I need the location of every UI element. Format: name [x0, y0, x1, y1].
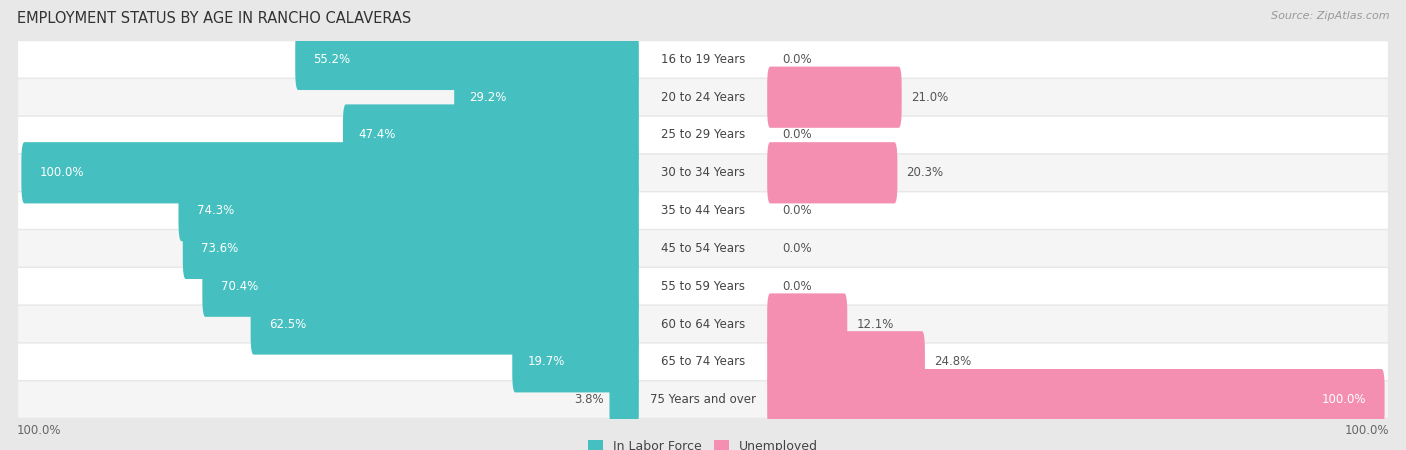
- FancyBboxPatch shape: [512, 331, 638, 392]
- Text: 25 to 29 Years: 25 to 29 Years: [661, 129, 745, 141]
- Text: 3.8%: 3.8%: [574, 393, 603, 406]
- Text: 100.0%: 100.0%: [1322, 393, 1367, 406]
- Text: 20.3%: 20.3%: [907, 166, 943, 179]
- Text: 62.5%: 62.5%: [269, 318, 307, 330]
- FancyBboxPatch shape: [18, 382, 1388, 418]
- Text: 29.2%: 29.2%: [470, 91, 506, 104]
- FancyBboxPatch shape: [183, 218, 638, 279]
- FancyBboxPatch shape: [250, 293, 638, 355]
- Text: EMPLOYMENT STATUS BY AGE IN RANCHO CALAVERAS: EMPLOYMENT STATUS BY AGE IN RANCHO CALAV…: [17, 11, 411, 26]
- Text: 47.4%: 47.4%: [359, 129, 395, 141]
- Text: 16 to 19 Years: 16 to 19 Years: [661, 53, 745, 66]
- Text: 70.4%: 70.4%: [221, 280, 257, 292]
- FancyBboxPatch shape: [295, 29, 638, 90]
- FancyBboxPatch shape: [343, 104, 638, 166]
- Text: 30 to 34 Years: 30 to 34 Years: [661, 166, 745, 179]
- FancyBboxPatch shape: [454, 67, 638, 128]
- Text: 12.1%: 12.1%: [856, 318, 894, 330]
- FancyBboxPatch shape: [768, 331, 925, 392]
- Text: 0.0%: 0.0%: [783, 280, 813, 292]
- FancyBboxPatch shape: [18, 79, 1388, 115]
- FancyBboxPatch shape: [18, 268, 1388, 304]
- Text: 0.0%: 0.0%: [783, 204, 813, 217]
- FancyBboxPatch shape: [768, 67, 901, 128]
- Text: 75 Years and over: 75 Years and over: [650, 393, 756, 406]
- FancyBboxPatch shape: [18, 344, 1388, 380]
- FancyBboxPatch shape: [768, 369, 1385, 430]
- FancyBboxPatch shape: [21, 142, 638, 203]
- FancyBboxPatch shape: [18, 230, 1388, 266]
- Text: 55.2%: 55.2%: [314, 53, 350, 66]
- Text: 0.0%: 0.0%: [783, 129, 813, 141]
- FancyBboxPatch shape: [18, 193, 1388, 229]
- FancyBboxPatch shape: [18, 117, 1388, 153]
- Text: Source: ZipAtlas.com: Source: ZipAtlas.com: [1271, 11, 1389, 21]
- Text: 35 to 44 Years: 35 to 44 Years: [661, 204, 745, 217]
- Text: 65 to 74 Years: 65 to 74 Years: [661, 356, 745, 368]
- FancyBboxPatch shape: [768, 142, 897, 203]
- Legend: In Labor Force, Unemployed: In Labor Force, Unemployed: [583, 435, 823, 450]
- Text: 19.7%: 19.7%: [527, 356, 565, 368]
- Text: 20 to 24 Years: 20 to 24 Years: [661, 91, 745, 104]
- Text: 0.0%: 0.0%: [783, 53, 813, 66]
- Text: 55 to 59 Years: 55 to 59 Years: [661, 280, 745, 292]
- Text: 0.0%: 0.0%: [783, 242, 813, 255]
- Text: 60 to 64 Years: 60 to 64 Years: [661, 318, 745, 330]
- Text: 24.8%: 24.8%: [934, 356, 972, 368]
- Text: 100.0%: 100.0%: [39, 166, 84, 179]
- Text: 100.0%: 100.0%: [17, 423, 62, 436]
- FancyBboxPatch shape: [18, 306, 1388, 342]
- FancyBboxPatch shape: [18, 155, 1388, 191]
- FancyBboxPatch shape: [18, 41, 1388, 77]
- FancyBboxPatch shape: [202, 256, 638, 317]
- Text: 74.3%: 74.3%: [197, 204, 233, 217]
- FancyBboxPatch shape: [768, 293, 848, 355]
- Text: 100.0%: 100.0%: [1344, 423, 1389, 436]
- Text: 21.0%: 21.0%: [911, 91, 948, 104]
- Text: 73.6%: 73.6%: [201, 242, 239, 255]
- Text: 45 to 54 Years: 45 to 54 Years: [661, 242, 745, 255]
- FancyBboxPatch shape: [609, 369, 638, 430]
- FancyBboxPatch shape: [179, 180, 638, 241]
